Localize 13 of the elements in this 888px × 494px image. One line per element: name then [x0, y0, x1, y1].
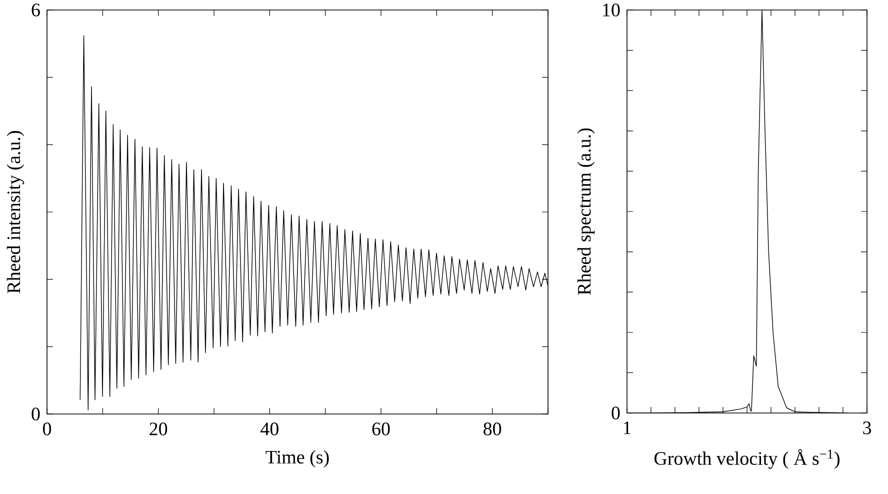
x-tick-label: 20 — [150, 422, 168, 436]
x-axis-title: Time (s) — [266, 450, 329, 468]
x-axis-title: Growth velocity ( Å s$^{−1}$) — [654, 449, 840, 469]
x-tick-label: 60 — [372, 422, 390, 436]
x-tick-label: 0 — [42, 422, 52, 436]
y-axis-title: Rheed intensity (a.u.) — [6, 131, 24, 294]
x-tick-label: 40 — [260, 422, 278, 436]
y-tick-label: 10 — [603, 4, 620, 16]
x-tick-label: 3 — [863, 422, 872, 434]
y-axis-title: Rheed spectrum (a.u.) — [577, 128, 595, 295]
x-tick-label: 80 — [484, 422, 502, 436]
y-tick-label: 6 — [32, 4, 40, 16]
x-tick-label: 1 — [624, 422, 631, 434]
